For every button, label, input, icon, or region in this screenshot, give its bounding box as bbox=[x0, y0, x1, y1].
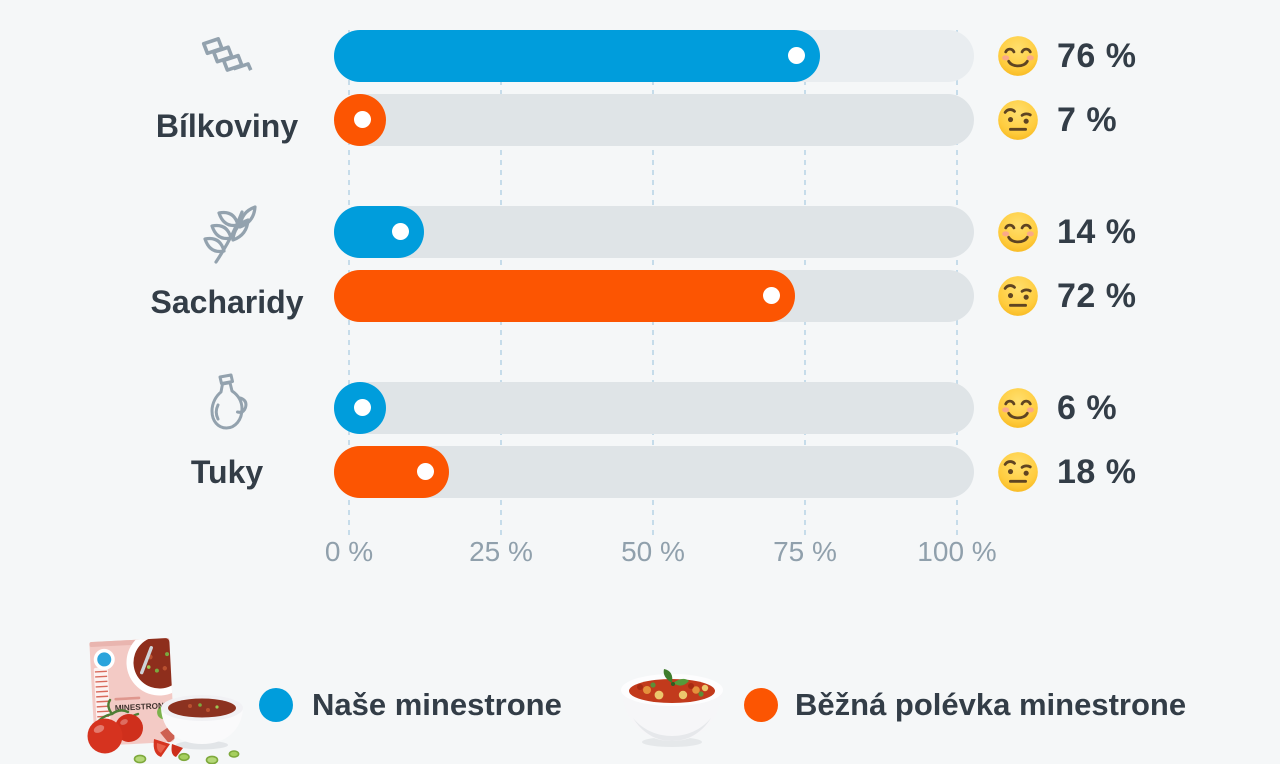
x-tick-100: 100 % bbox=[917, 536, 997, 567]
bar-track bbox=[334, 94, 974, 146]
bar-tuky-ours bbox=[334, 382, 974, 434]
bar-fill bbox=[334, 30, 821, 82]
value-text: 72 % bbox=[1057, 276, 1137, 315]
value-text: 76 % bbox=[1057, 36, 1137, 75]
bar-fill bbox=[334, 446, 450, 498]
value-text: 6 % bbox=[1057, 388, 1118, 427]
raised-eyebrow-emoji-icon bbox=[998, 452, 1038, 492]
x-tick-25: 25 % bbox=[469, 536, 533, 567]
smiling-face-emoji-icon bbox=[998, 212, 1038, 252]
bar-marker-dot bbox=[354, 399, 371, 416]
category-label-bilkoviny: Bílkoviny bbox=[155, 108, 299, 144]
bar-sacharidy-ours bbox=[334, 206, 974, 258]
bar-tuky-regular bbox=[334, 446, 974, 498]
bar-fill bbox=[334, 270, 795, 322]
bar-marker-dot bbox=[417, 463, 435, 480]
category-label-sacharidy: Sacharidy bbox=[150, 284, 304, 320]
value-text: 18 % bbox=[1057, 452, 1137, 491]
bar-fill bbox=[334, 382, 386, 434]
regular-soup-bowl-photo bbox=[621, 669, 723, 747]
oil-bottle-icon bbox=[210, 373, 248, 430]
bar-marker-dot bbox=[391, 223, 409, 240]
legend-dot-ours bbox=[259, 688, 293, 722]
raised-eyebrow-emoji-icon bbox=[998, 100, 1038, 140]
value-sacharidy-regular: 72 % bbox=[997, 270, 1137, 322]
bar-bilkoviny-regular bbox=[334, 94, 974, 146]
x-tick-0: 0 % bbox=[324, 536, 374, 567]
product-box-title: MINESTRONE bbox=[115, 701, 171, 713]
value-bilkoviny-regular: 7 % bbox=[997, 94, 1117, 146]
minestrone-product-photo: MINESTRONE bbox=[87, 637, 243, 764]
value-tuky-regular: 18 % bbox=[997, 446, 1137, 498]
wheat-icon bbox=[203, 205, 257, 264]
value-bilkoviny-ours: 76 % bbox=[997, 30, 1137, 82]
value-sacharidy-ours: 14 % bbox=[997, 206, 1137, 258]
category-label-tuky: Tuky bbox=[190, 454, 264, 490]
bar-fill bbox=[334, 94, 386, 146]
bar-marker-dot bbox=[354, 111, 371, 128]
legend-label-ours: Naše minestrone bbox=[312, 687, 562, 722]
legend-label-regular: Běžná polévka minestrone bbox=[795, 687, 1187, 722]
bar-fill bbox=[334, 206, 424, 258]
raised-eyebrow-emoji-icon bbox=[998, 276, 1038, 316]
value-tuky-ours: 6 % bbox=[997, 382, 1117, 434]
x-tick-50: 50 % bbox=[621, 536, 685, 567]
smiling-face-emoji-icon bbox=[998, 388, 1038, 428]
bar-track bbox=[334, 382, 974, 434]
pasta-icon bbox=[201, 37, 253, 72]
value-text: 14 % bbox=[1057, 212, 1137, 251]
bar-track bbox=[334, 206, 974, 258]
value-text: 7 % bbox=[1057, 100, 1118, 139]
bar-marker-dot bbox=[762, 287, 780, 304]
bar-marker-dot bbox=[788, 47, 806, 64]
legend-dot-regular bbox=[744, 688, 778, 722]
bar-bilkoviny-ours bbox=[334, 30, 974, 82]
bar-sacharidy-regular bbox=[334, 270, 974, 322]
smiling-face-emoji-icon bbox=[998, 36, 1038, 76]
x-tick-75: 75 % bbox=[773, 536, 837, 567]
